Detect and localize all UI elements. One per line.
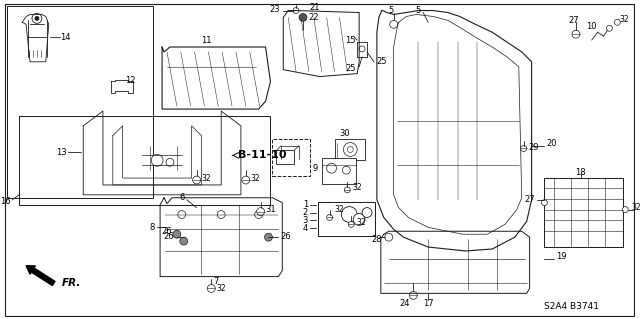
Circle shape — [257, 208, 264, 216]
Text: 32: 32 — [251, 174, 260, 182]
Text: 2: 2 — [303, 208, 308, 217]
Circle shape — [348, 146, 353, 152]
Circle shape — [326, 163, 337, 173]
Bar — [276, 151, 294, 164]
Circle shape — [178, 211, 186, 219]
Text: 30: 30 — [339, 129, 350, 138]
Text: 11: 11 — [201, 36, 212, 45]
Text: 20: 20 — [547, 139, 557, 148]
Circle shape — [614, 19, 620, 25]
Circle shape — [344, 187, 350, 193]
Circle shape — [32, 13, 42, 23]
Bar — [545, 178, 623, 247]
Text: 8: 8 — [150, 223, 155, 232]
Text: 7: 7 — [214, 277, 219, 286]
Text: 24: 24 — [400, 299, 410, 308]
Text: 16: 16 — [0, 197, 10, 206]
Circle shape — [151, 154, 163, 166]
Text: 27: 27 — [569, 16, 579, 25]
Circle shape — [607, 25, 612, 31]
Text: 31: 31 — [266, 205, 276, 214]
Text: 17: 17 — [423, 299, 433, 308]
Text: 13: 13 — [56, 148, 67, 157]
Circle shape — [255, 211, 262, 219]
Circle shape — [207, 285, 215, 292]
Circle shape — [166, 158, 174, 166]
Circle shape — [180, 237, 188, 245]
Text: 25: 25 — [376, 57, 387, 66]
Text: 14: 14 — [61, 33, 71, 42]
Text: 32: 32 — [356, 218, 366, 227]
Text: 32: 32 — [631, 203, 640, 212]
Text: 32: 32 — [335, 205, 344, 214]
Circle shape — [622, 207, 628, 212]
Text: 26: 26 — [280, 232, 291, 241]
Text: 15: 15 — [345, 36, 355, 45]
Text: 18: 18 — [575, 168, 586, 177]
Bar — [8, 6, 153, 198]
Circle shape — [410, 291, 417, 299]
Text: 27: 27 — [524, 195, 534, 204]
Text: 32: 32 — [352, 183, 362, 192]
Text: 32: 32 — [202, 174, 211, 182]
Circle shape — [348, 221, 354, 227]
Circle shape — [341, 207, 357, 222]
Circle shape — [359, 46, 365, 52]
Text: S2A4 B3741: S2A4 B3741 — [545, 302, 600, 311]
Circle shape — [541, 200, 547, 206]
Circle shape — [293, 8, 299, 13]
Text: 32: 32 — [620, 15, 629, 24]
Bar — [335, 139, 365, 160]
Text: 23: 23 — [269, 5, 280, 14]
Text: 32: 32 — [216, 284, 226, 293]
Text: 26: 26 — [161, 227, 172, 236]
Circle shape — [521, 145, 527, 152]
Circle shape — [342, 166, 350, 174]
Circle shape — [353, 213, 365, 225]
Text: 5: 5 — [415, 6, 420, 15]
Circle shape — [344, 143, 357, 156]
Text: 25: 25 — [346, 64, 356, 73]
Circle shape — [299, 13, 307, 21]
Text: 21: 21 — [310, 3, 320, 12]
Text: FR.: FR. — [61, 278, 81, 288]
FancyArrow shape — [26, 266, 55, 286]
Circle shape — [35, 17, 39, 20]
Text: 29: 29 — [529, 143, 539, 152]
Text: 1: 1 — [303, 200, 308, 209]
Circle shape — [217, 211, 225, 219]
Text: 9: 9 — [312, 164, 317, 173]
Circle shape — [326, 214, 333, 220]
Circle shape — [173, 230, 180, 238]
Circle shape — [193, 176, 200, 184]
Text: B-11-10: B-11-10 — [238, 150, 287, 160]
Text: 4: 4 — [303, 224, 308, 233]
Text: 28: 28 — [371, 235, 382, 244]
Text: 3: 3 — [303, 216, 308, 225]
Circle shape — [572, 30, 580, 38]
Text: 19: 19 — [556, 252, 567, 261]
Circle shape — [385, 233, 393, 241]
Text: 5: 5 — [388, 6, 394, 15]
Text: 10: 10 — [586, 22, 597, 31]
Circle shape — [362, 208, 372, 218]
Bar — [273, 139, 310, 176]
Text: 12: 12 — [125, 76, 135, 85]
Text: 6: 6 — [179, 193, 185, 202]
Text: 22: 22 — [308, 13, 319, 22]
Circle shape — [242, 176, 250, 184]
Bar — [322, 158, 356, 184]
Circle shape — [264, 233, 273, 241]
Text: 26: 26 — [163, 232, 174, 241]
Circle shape — [390, 20, 397, 28]
Bar — [317, 202, 375, 236]
